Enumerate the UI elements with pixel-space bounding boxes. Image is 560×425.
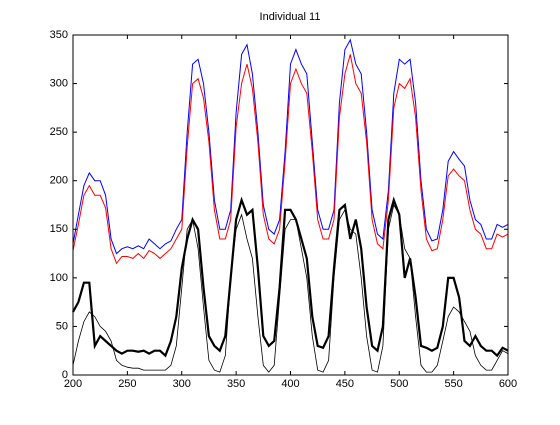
y-tick-label: 0: [62, 369, 68, 381]
y-tick-label: 300: [50, 77, 68, 89]
series-line: [72, 54, 509, 265]
x-tick-label: 200: [64, 378, 82, 390]
x-tick-label: 250: [118, 378, 136, 390]
y-tick-label: 100: [50, 272, 68, 284]
y-tick-label: 200: [50, 175, 68, 187]
y-tick-label: 350: [50, 29, 68, 41]
series-line: [72, 203, 509, 373]
x-tick-label: 500: [390, 378, 408, 390]
series-line: [72, 196, 509, 358]
x-tick-label: 300: [173, 378, 191, 390]
y-tick-label: 150: [50, 223, 68, 235]
series-line: [72, 38, 509, 255]
x-tick-label: 450: [336, 378, 354, 390]
x-tick-label: 550: [444, 378, 462, 390]
x-tick-label: 350: [227, 378, 245, 390]
x-tick-label: 600: [499, 378, 517, 390]
chart-title: Individual 11: [260, 11, 321, 23]
y-tick-label: 50: [56, 320, 68, 332]
y-tick-label: 250: [50, 126, 68, 138]
x-tick-label: 400: [281, 378, 299, 390]
